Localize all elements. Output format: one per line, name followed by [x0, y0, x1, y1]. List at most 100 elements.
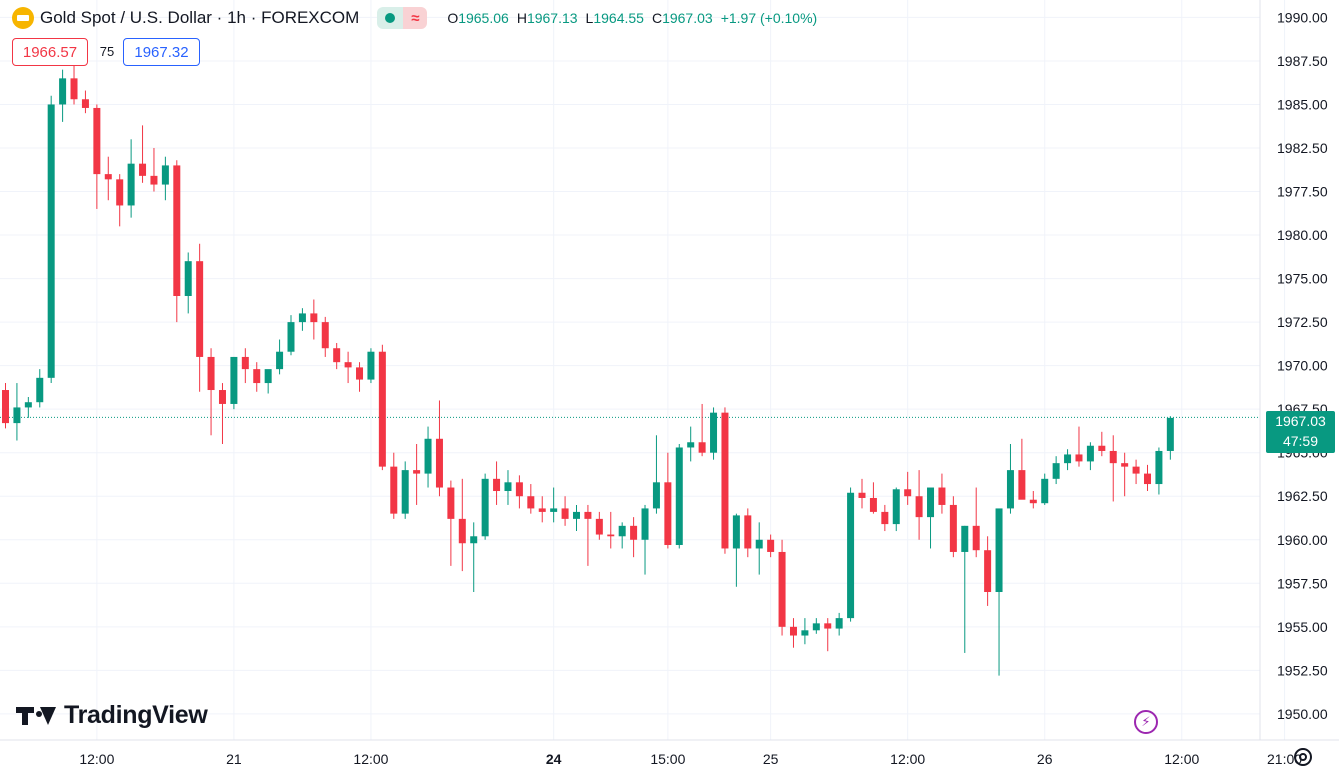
candle-body	[127, 163, 135, 206]
candle-body	[344, 362, 352, 368]
candle-body	[1155, 450, 1163, 485]
symbol-title[interactable]: Gold Spot / U.S. Dollar · 1h · FOREXCOM	[40, 8, 360, 27]
x-tick-label[interactable]: 26	[1037, 751, 1053, 767]
last-price-value: 1967.03	[1275, 413, 1326, 429]
candle-body	[835, 618, 843, 629]
candle-body	[1132, 466, 1140, 474]
candle-body	[630, 525, 638, 540]
ohlc-readout: O1965.06 H1967.13 L1964.55 C1967.03 +1.9…	[447, 10, 817, 26]
candle-body	[378, 351, 386, 467]
y-tick-label[interactable]: 1975.00	[1277, 271, 1328, 287]
candle-body	[721, 412, 729, 549]
candle-body	[161, 165, 169, 185]
candle-body	[1086, 445, 1094, 462]
tradingview-logo[interactable]: TradingView	[16, 701, 208, 730]
candle-body	[949, 504, 957, 552]
candle-body	[881, 511, 889, 525]
y-tick-label[interactable]: 1990.00	[1277, 9, 1328, 25]
candle-body	[698, 442, 706, 453]
y-tick-label[interactable]: 1987.50	[1277, 53, 1328, 69]
candle-body	[1109, 450, 1117, 464]
candle-body	[789, 626, 797, 636]
x-tick-label[interactable]: 12:00	[353, 751, 388, 767]
candle-body	[744, 515, 752, 549]
candle-body	[424, 438, 432, 474]
candle-body	[812, 623, 820, 631]
y-tick-label[interactable]: 1972.50	[1277, 314, 1328, 330]
x-tick-label[interactable]: 12:00	[1164, 751, 1199, 767]
y-tick-label[interactable]: 1985.00	[1277, 96, 1328, 112]
x-tick-label[interactable]: 21:00	[1267, 751, 1302, 767]
candle-body	[984, 550, 992, 592]
market-open-icon[interactable]	[377, 7, 404, 29]
candle-body	[13, 407, 21, 424]
candle-body	[1166, 417, 1174, 451]
last-price-label: 1967.03 47:59	[1266, 411, 1335, 453]
candle-body	[641, 508, 649, 540]
candle-body	[904, 489, 912, 497]
candle-body	[70, 78, 78, 100]
y-tick-label[interactable]: 1982.50	[1277, 140, 1328, 156]
open-value: 1965.06	[458, 10, 509, 26]
candle-body	[1018, 470, 1026, 500]
gold-bar-icon	[12, 7, 34, 29]
candle-body	[732, 515, 740, 549]
candle-body	[333, 348, 341, 363]
candle-body	[390, 466, 398, 514]
change-value: +1.97 (+0.10%)	[720, 10, 818, 26]
candle-body	[493, 478, 501, 492]
low-value: 1964.55	[593, 10, 644, 26]
chart-gridlines	[0, 0, 1286, 740]
y-tick-label[interactable]: 1955.00	[1277, 619, 1328, 635]
candle-body	[858, 492, 866, 498]
y-tick-label[interactable]: 1957.50	[1277, 575, 1328, 591]
x-tick-label[interactable]: 21	[226, 751, 242, 767]
y-tick-label[interactable]: 1950.00	[1277, 706, 1328, 722]
y-tick-label[interactable]: 1960.00	[1277, 532, 1328, 548]
candle-body	[927, 487, 935, 518]
flash-icon[interactable]: ⚡	[1134, 710, 1158, 734]
ask-price-button[interactable]: 1967.32	[123, 38, 200, 66]
candle-body	[652, 482, 660, 509]
x-tick-label[interactable]: 15:00	[650, 751, 685, 767]
candle-body	[470, 536, 478, 544]
candle-body	[687, 442, 695, 448]
candle-body	[36, 377, 44, 403]
y-tick-label[interactable]: 1952.50	[1277, 662, 1328, 678]
candle-body	[618, 525, 626, 537]
gear-icon[interactable]	[1294, 748, 1312, 766]
y-tick-label[interactable]: 1980.00	[1277, 227, 1328, 243]
candle-body	[527, 496, 535, 509]
time-axis[interactable]: 12:00 21 12:00 24 15:00 25 12:00 26 12:00 21:00	[79, 751, 1302, 767]
candlesticks	[2, 60, 1174, 676]
candle-body	[196, 261, 204, 357]
x-tick-label[interactable]: 25	[763, 751, 779, 767]
candle-body	[47, 104, 55, 378]
candle-body	[173, 165, 181, 296]
y-tick-label[interactable]: 1970.00	[1277, 358, 1328, 374]
close-value: 1967.03	[662, 10, 713, 26]
y-tick-label[interactable]: 1962.50	[1277, 488, 1328, 504]
candle-body	[230, 356, 238, 404]
candle-body	[1041, 478, 1049, 504]
candle-body	[287, 322, 295, 352]
spread-value: 75	[99, 43, 115, 59]
candle-body	[504, 482, 512, 492]
x-tick-label[interactable]: 12:00	[890, 751, 925, 767]
market-status-pills[interactable]: ≈	[377, 7, 428, 29]
close-label: C	[651, 10, 663, 26]
high-value: 1967.13	[526, 10, 578, 26]
x-tick-label[interactable]: 24	[546, 751, 562, 767]
candle-body	[184, 261, 192, 296]
open-label: O	[447, 10, 459, 26]
indicator-pill[interactable]: ≈	[403, 7, 428, 29]
candle-body	[1075, 454, 1083, 462]
bid-price-button[interactable]: 1966.57	[12, 38, 88, 66]
x-tick-label[interactable]: 12:00	[79, 751, 114, 767]
candle-body	[298, 313, 306, 323]
candle-body	[253, 369, 261, 384]
y-tick-label[interactable]: 1977.50	[1277, 184, 1328, 200]
candle-body	[241, 356, 249, 370]
candle-body	[561, 508, 569, 519]
